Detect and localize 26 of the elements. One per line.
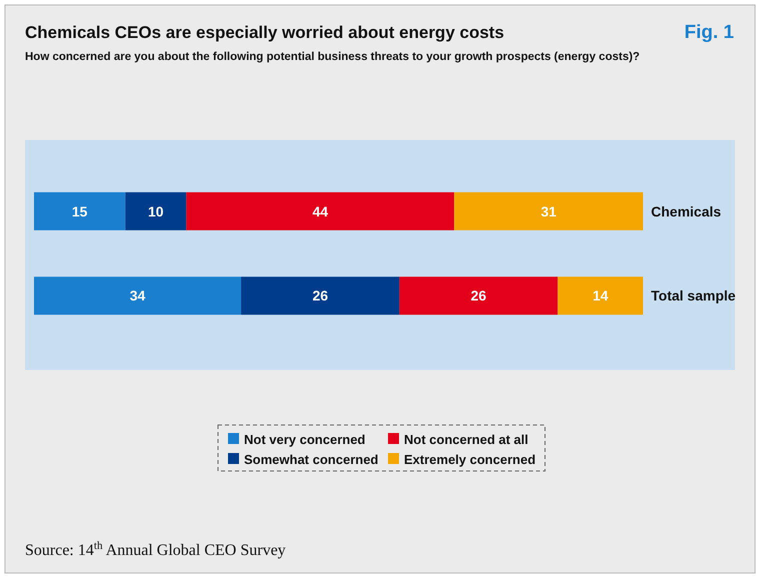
data-label: 31 <box>540 203 557 220</box>
data-label: 15 <box>72 203 88 220</box>
bar <box>558 276 643 315</box>
bar <box>34 276 242 315</box>
legend-label: Not concerned at all <box>404 432 528 447</box>
bar <box>186 192 454 230</box>
caption: Fig. 1 <box>684 22 734 43</box>
data-label: 26 <box>312 288 328 304</box>
chart-title: Chemicals CEOs are especially worried about energy costs <box>25 23 504 42</box>
legend-label: Extremely concerned <box>404 452 536 467</box>
data-label: 26 <box>470 288 487 304</box>
data-label: 14 <box>592 288 608 304</box>
bar <box>454 192 643 230</box>
data-label: 10 <box>148 203 164 220</box>
bar <box>241 276 400 315</box>
data-label: 44 <box>312 203 328 220</box>
y-tick-label: Total sample <box>651 288 736 304</box>
bar <box>399 276 558 315</box>
legend-label: Somewhat concerned <box>244 452 378 467</box>
y-tick-label: Chemicals <box>651 203 722 220</box>
legend-label: Not very concerned <box>244 432 366 447</box>
bar <box>34 192 126 230</box>
bar <box>125 192 186 230</box>
chart-subtitle: How concerned are you about the following potential business threats to your growth prospects (energy costs)? <box>25 51 640 63</box>
data-label: 34 <box>130 288 146 304</box>
source-note: Source: 14$^{th}$ Annual Global CEO Survey <box>25 540 286 559</box>
